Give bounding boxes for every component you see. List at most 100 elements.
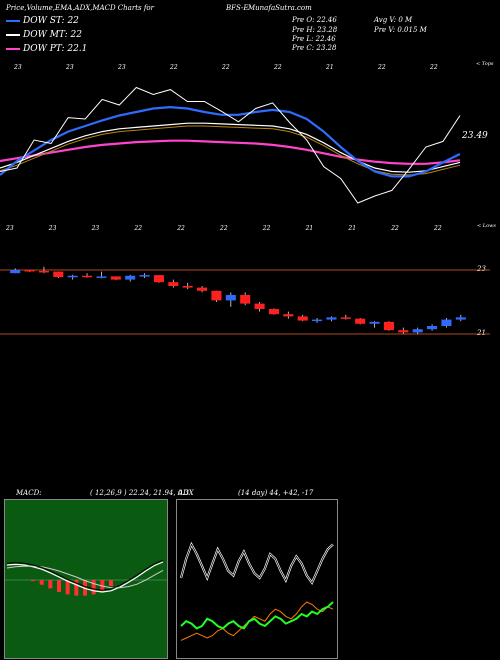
candle-body (139, 275, 150, 277)
price-chart (0, 86, 490, 335)
tops-tag: < Tops (476, 61, 494, 67)
macd-title: MACD: (16, 489, 42, 497)
candle-body (427, 326, 438, 330)
pre-open: Pre O: 22.46 (292, 16, 337, 24)
candle-body (383, 321, 394, 331)
candle-body (153, 275, 164, 283)
top-tick-4: 22 (222, 64, 230, 71)
candle-body (340, 317, 351, 319)
last-price-label: 23.49 (462, 131, 488, 141)
candle-body (412, 329, 423, 333)
macd-hist-bar (48, 580, 53, 589)
legend-swatch-white (6, 34, 20, 36)
top-tick-6: 21 (326, 64, 334, 71)
price-level-23: 23 (477, 265, 486, 273)
mid-tick-9: 22 (391, 225, 399, 232)
candle-body (225, 294, 236, 301)
mid-tick-1: 23 (48, 225, 57, 232)
mid-tick-7: 21 (305, 225, 314, 232)
candle-body (67, 275, 78, 278)
candle-body (455, 317, 466, 320)
macd-hist-bar (91, 580, 96, 595)
top-tick-3: 22 (170, 64, 178, 71)
candle-body (369, 321, 380, 324)
mid-tick-2: 23 (91, 225, 100, 232)
minus-di-line (180, 601, 334, 641)
candle-body (398, 330, 409, 333)
price-line (0, 86, 461, 204)
mid-tick-10: 22 (434, 225, 442, 232)
candle-body (24, 270, 35, 272)
macd-params: ( 12,26,9 ) 22.24, 21.94, 0.3 (90, 489, 189, 497)
mid-tick-5: 22 (220, 225, 228, 232)
candle-body (240, 294, 251, 304)
legend-label: DOW ST: 22 (23, 16, 79, 26)
macd-line (6, 561, 164, 593)
legend-dow-st: DOW ST: 22 (6, 16, 79, 28)
mid-tick-6: 22 (262, 225, 271, 232)
top-tick-1: 23 (66, 64, 74, 71)
candle-body (268, 309, 279, 315)
macd-signal-line (6, 565, 164, 589)
chart-header-symbol: BFS-E (226, 4, 249, 12)
lows-tag: < Lows (477, 223, 496, 229)
candle-body (211, 290, 222, 301)
top-tick-0: 23 (14, 64, 22, 71)
chart-header-site: MunafaSutra.com (248, 4, 312, 12)
macd-hist-bar (74, 580, 79, 596)
adx-params: (14 day) 44, +42, -17 (238, 489, 314, 497)
legend-label: DOW PT: 22.1 (23, 44, 88, 54)
pre-low: Pre L: 22.46 (292, 35, 336, 43)
avg-volume: Avg V: 0 M (374, 16, 413, 24)
candle-body (355, 318, 366, 324)
candle-body (168, 282, 179, 286)
adx-title: ADX (178, 489, 194, 497)
top-tick-8: 22 (430, 64, 438, 71)
legend-swatch-blue (6, 20, 20, 22)
price-level-21: 21 (477, 329, 486, 337)
mid-tick-8: 21 (348, 225, 357, 232)
candle-body (283, 314, 294, 317)
macd-shadow-line (6, 559, 164, 591)
adx-line-inner (180, 543, 334, 584)
macd-panel (4, 499, 168, 659)
candle-body (197, 287, 208, 291)
ema-short-line (0, 105, 461, 178)
chart-header-left: Price,Volume,EMA,ADX,MACD Charts for (6, 4, 154, 12)
top-tick-7: 22 (378, 64, 386, 71)
mid-tick-3: 22 (134, 225, 143, 232)
adx-chart (179, 541, 334, 641)
pre-high: Pre H: 23.28 (292, 26, 338, 34)
legend-label: DOW MT: 22 (23, 30, 82, 40)
mid-tick-4: 22 (177, 225, 185, 232)
legend-swatch-pink (6, 48, 20, 50)
candle-body (53, 271, 64, 278)
candle-body (312, 319, 323, 322)
top-tick-5: 22 (274, 64, 282, 71)
ema-brown-line (0, 125, 461, 176)
macd-hist-bar (31, 580, 35, 582)
candle-body (441, 319, 452, 326)
macd-hist-bar (65, 580, 70, 595)
mid-tick-0: 23 (6, 225, 14, 232)
candle-body (254, 303, 265, 310)
pre-volume: Pre V: 0.015 M (374, 26, 427, 34)
macd-hist-bar (109, 580, 113, 586)
ema-long-line (0, 139, 461, 165)
candle-body (96, 276, 107, 278)
macd-hist-bar (57, 580, 61, 592)
candle-body (38, 270, 49, 273)
pre-close: Pre C: 23.28 (292, 44, 337, 52)
candle-body (182, 286, 193, 288)
legend-dow-pt: DOW PT: 22.1 (6, 44, 87, 56)
plus-di-line (180, 601, 334, 630)
macd-hist-bar (39, 580, 44, 585)
legend-dow-mt: DOW MT: 22 (6, 30, 82, 42)
macd-chart (5, 559, 167, 596)
candle-body (125, 275, 136, 280)
top-tick-2: 23 (118, 64, 126, 71)
adx-line-outer (179, 541, 334, 585)
candle-body (326, 317, 337, 320)
candle-body (110, 276, 121, 280)
